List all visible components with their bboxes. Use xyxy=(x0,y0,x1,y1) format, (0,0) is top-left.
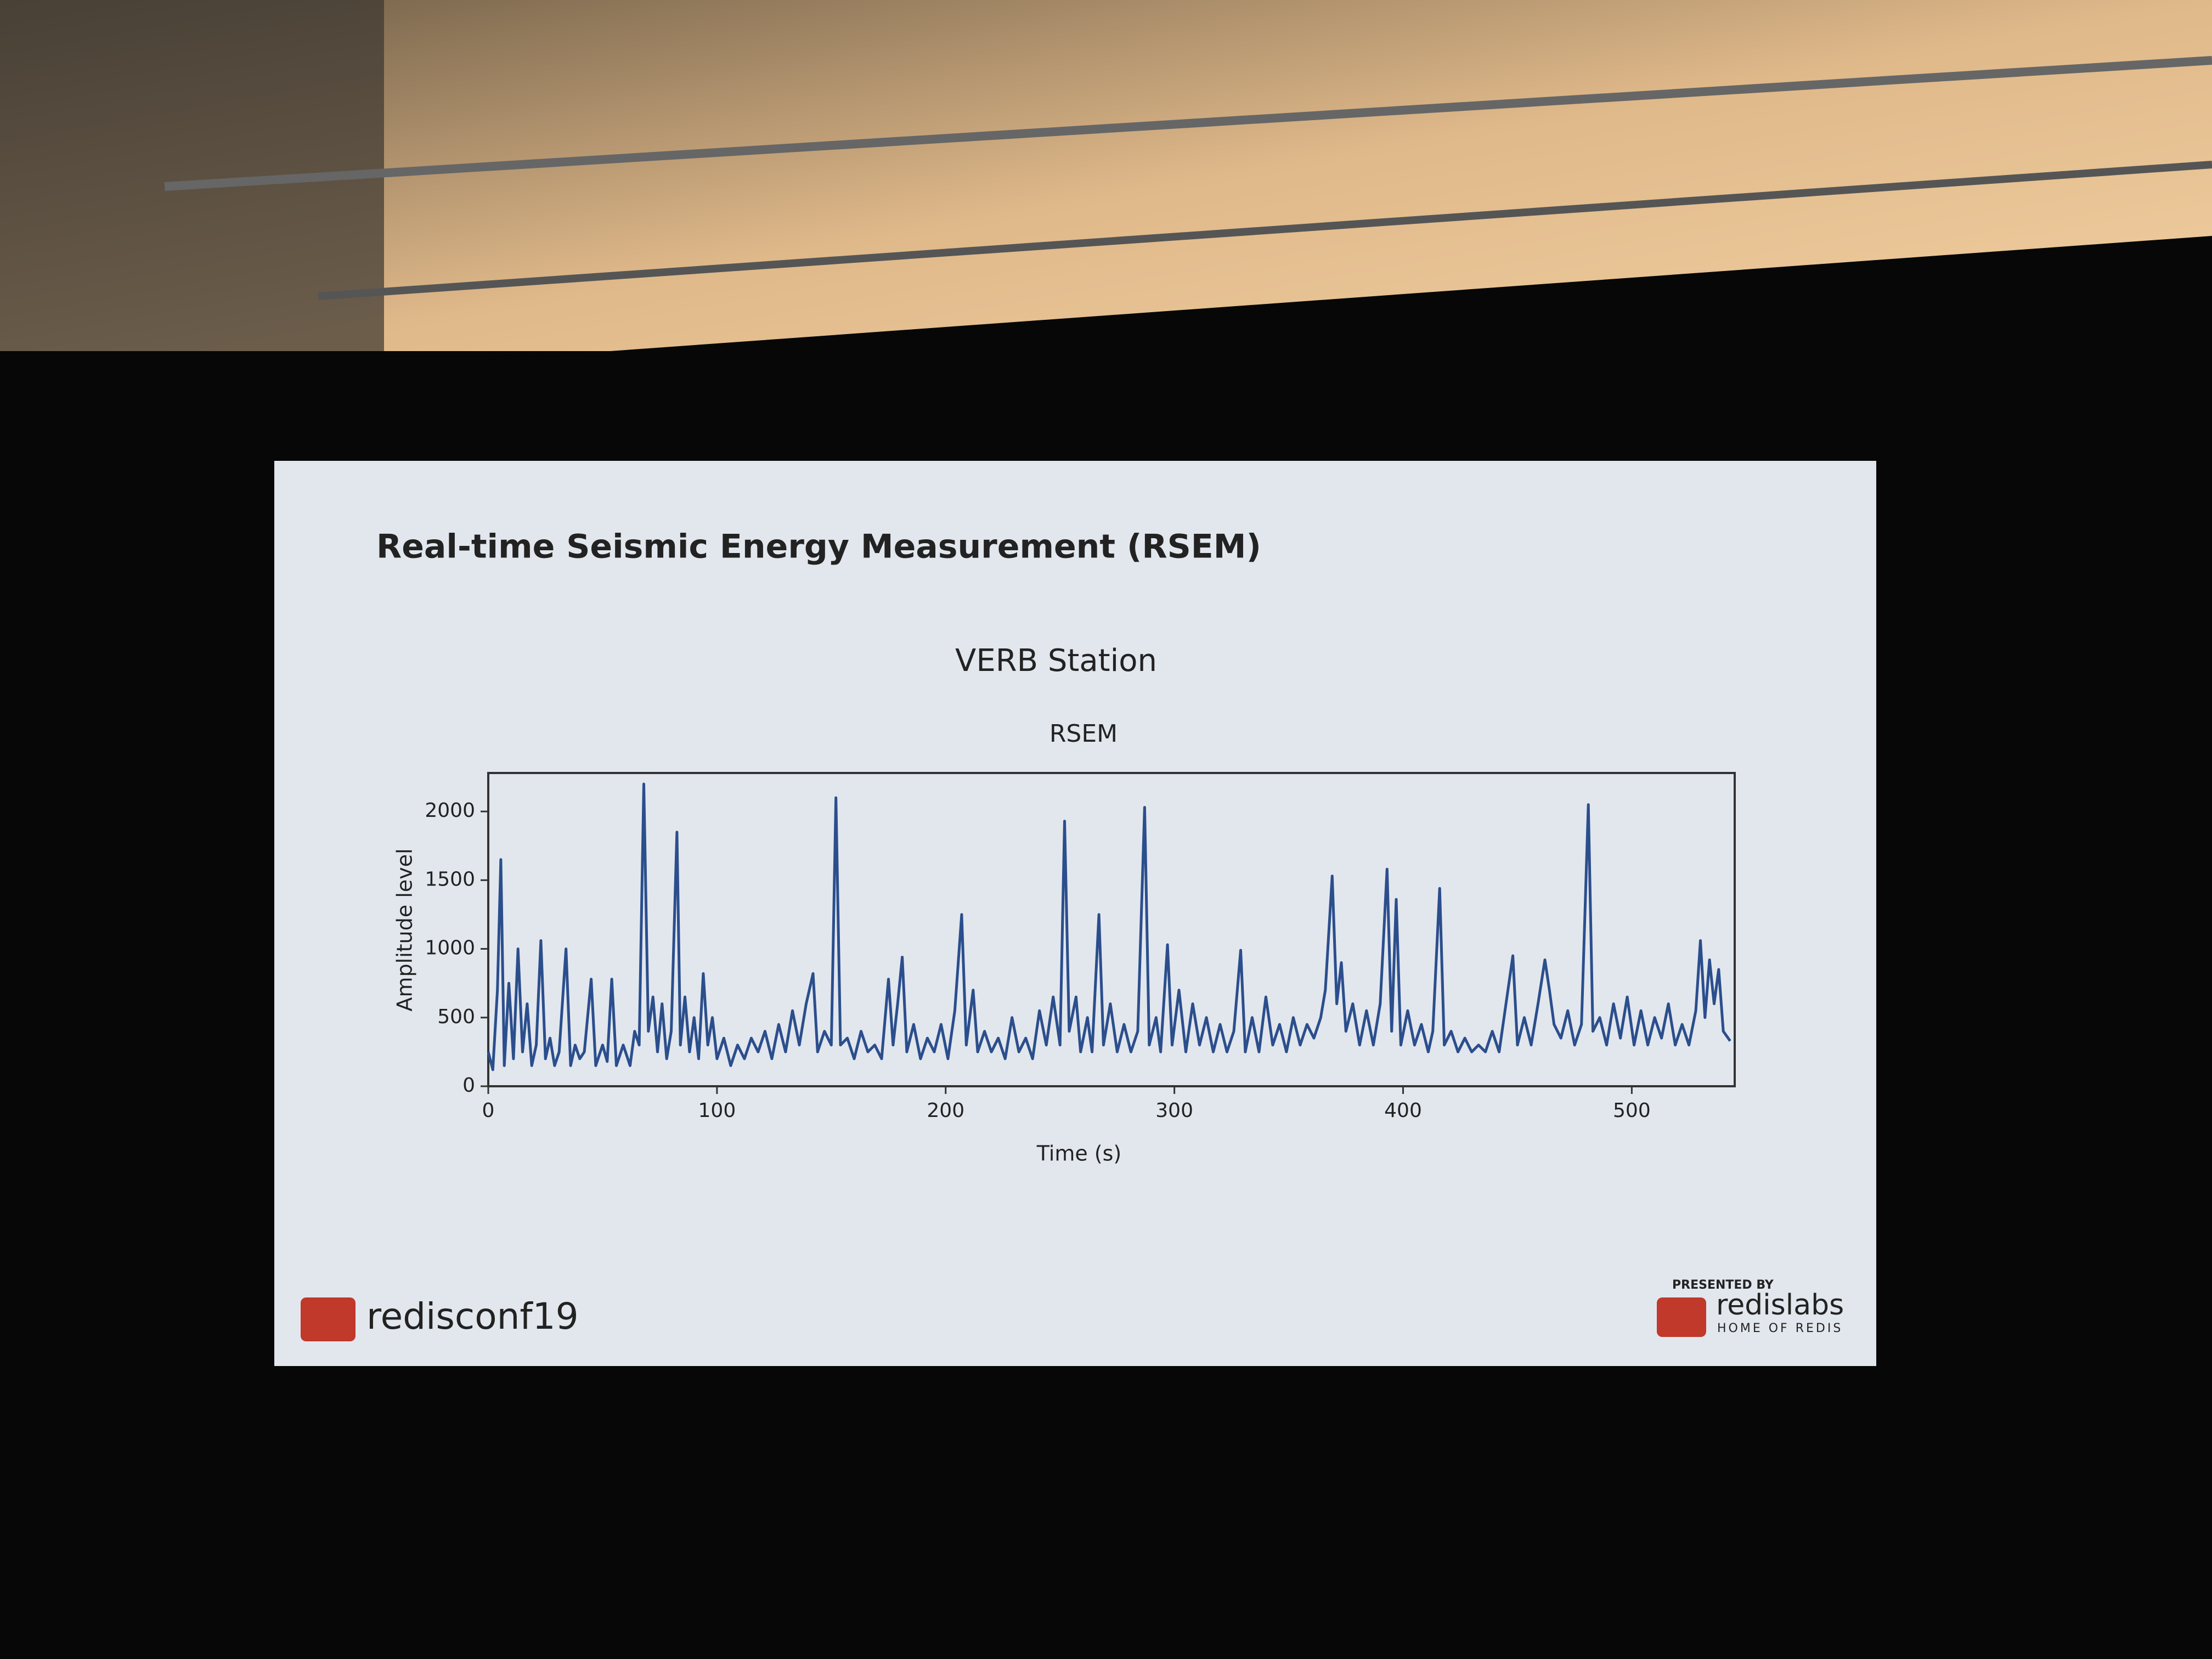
backdrop-top xyxy=(0,236,2212,417)
slide-heading: Real-time Seismic Energy Measurement (RS… xyxy=(376,528,1261,566)
logo-icon xyxy=(301,1297,356,1341)
chart-title: VERB Station xyxy=(955,643,1157,679)
ceiling-shadow xyxy=(0,0,384,395)
x-tick-label: 500 xyxy=(1613,1099,1651,1122)
slide xyxy=(274,461,1876,1366)
axes-frame xyxy=(487,772,1736,1087)
x-tick-label: 100 xyxy=(698,1099,736,1122)
x-tick-label: 400 xyxy=(1384,1099,1422,1122)
x-axis-label: Time (s) xyxy=(1036,1142,1122,1166)
pipe xyxy=(318,161,2212,300)
chart-subtitle: RSEM xyxy=(1049,720,1118,748)
y-tick-label: 0 xyxy=(462,1074,475,1097)
x-tick-label: 300 xyxy=(1155,1099,1193,1122)
y-tick-label: 2000 xyxy=(425,799,475,822)
y-tick-label: 1500 xyxy=(425,868,475,890)
pipe xyxy=(164,56,2212,191)
logo-left: redisconf19 xyxy=(366,1295,579,1338)
logo-right: redislabs xyxy=(1716,1289,1844,1322)
x-tick-label: 200 xyxy=(927,1099,964,1122)
y-axis-label: Amplitude level xyxy=(393,848,417,1011)
data-line xyxy=(487,782,1731,1071)
x-tick-label: 0 xyxy=(482,1099,495,1122)
y-tick-label: 1000 xyxy=(425,937,475,960)
presented-by: PRESENTED BY xyxy=(1672,1278,1774,1292)
y-tick-label: 500 xyxy=(437,1006,475,1028)
logo-tagline: HOME OF REDIS xyxy=(1717,1322,1843,1335)
plot: 0 500 1000 1500 2000 0 100 200 300 400 500 xyxy=(425,772,1736,1122)
logo-icon xyxy=(1657,1297,1706,1337)
